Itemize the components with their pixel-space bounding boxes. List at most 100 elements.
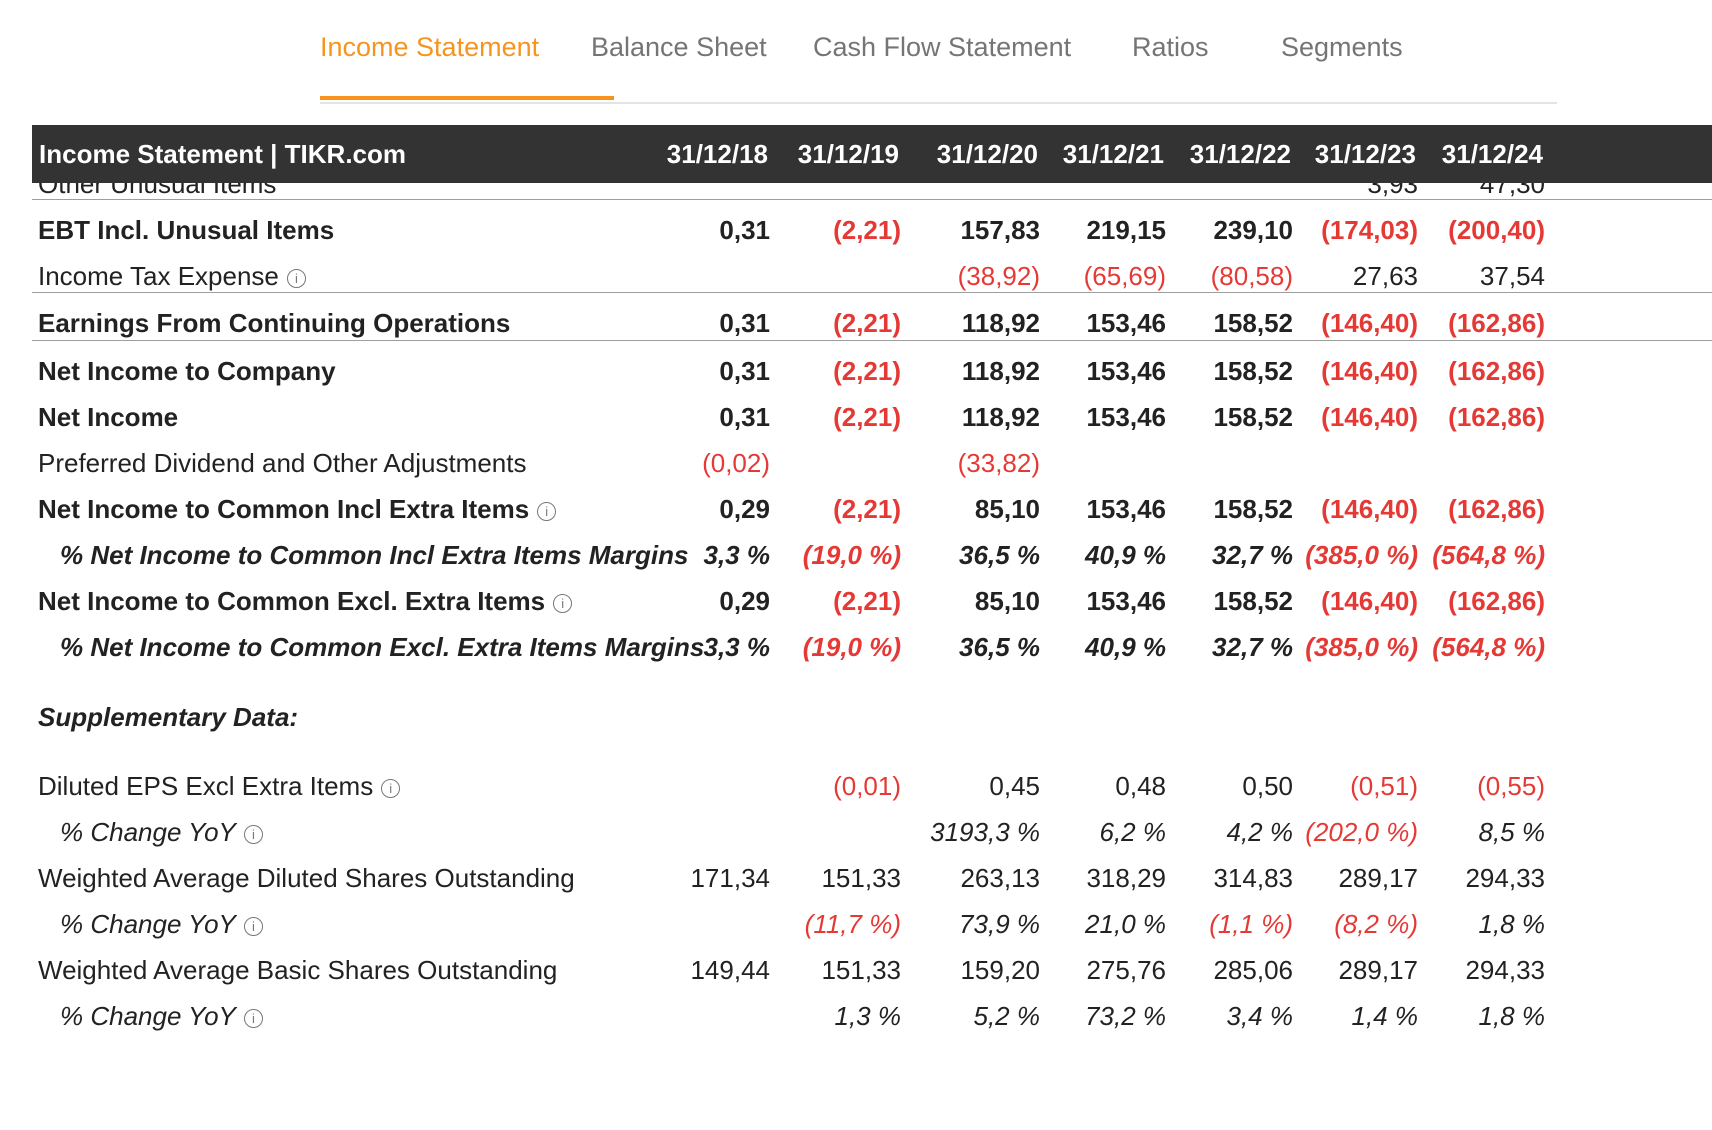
info-icon[interactable]: i bbox=[537, 502, 557, 521]
cell-value: (146,40) bbox=[1321, 356, 1418, 386]
row-label-text: Diluted EPS Excl Extra Items bbox=[38, 771, 374, 801]
table-row: % Change YoY i 1,3 % 5,2 % 73,2 % 3,4 % 1,4 % 1… bbox=[32, 993, 1712, 1039]
cell-value: 1,8 % bbox=[1478, 909, 1546, 939]
cell-value: (19,0 %) bbox=[802, 540, 901, 570]
cell-value: (2,21) bbox=[833, 356, 901, 386]
cell-value: 151,33 bbox=[821, 955, 901, 985]
cell-value: 73,9 % bbox=[959, 909, 1040, 939]
cell-value: (2,21) bbox=[833, 215, 901, 245]
cell-value: (33,82) bbox=[957, 448, 1040, 478]
row-label: % Change YoY i bbox=[60, 817, 263, 848]
cell-value: (0,01) bbox=[833, 771, 901, 801]
income-statement-table: Income Statement | TIKR.com 31/12/18 31/1… bbox=[32, 125, 1712, 1130]
row-label-text: Income Tax Expense bbox=[38, 261, 279, 291]
cell-value: (385,0 %) bbox=[1305, 632, 1418, 662]
cell-value: 289,17 bbox=[1338, 863, 1418, 893]
info-icon[interactable]: i bbox=[243, 1009, 263, 1028]
table-row: Net Income to Company 0,31 (2,21) 118,92 153… bbox=[32, 348, 1712, 394]
table-row: Weighted Average Diluted Shares Outstand… bbox=[32, 855, 1712, 901]
cell-value: (200,40) bbox=[1448, 215, 1545, 245]
cell-value: 85,10 bbox=[974, 494, 1040, 524]
cell-value: 0,31 bbox=[719, 308, 770, 338]
cell-value: 153,46 bbox=[1086, 494, 1166, 524]
cell-value: 118,92 bbox=[961, 402, 1040, 432]
row-label: Diluted EPS Excl Extra Items i bbox=[38, 771, 401, 802]
cell-value: (0,02) bbox=[702, 448, 770, 478]
table-row: Supplementary Data: bbox=[32, 694, 1712, 740]
row-divider bbox=[32, 292, 1712, 293]
table-row: Net Income 0,31 (2,21) 118,92 153,46 158,52 (1… bbox=[32, 394, 1712, 440]
row-label: % Change YoY i bbox=[60, 1001, 263, 1032]
cell-value: 0,45 bbox=[989, 771, 1040, 801]
cell-value: 0,48 bbox=[1115, 771, 1166, 801]
tab-balance-sheet[interactable]: Balance Sheet bbox=[591, 32, 767, 62]
table-row: Preferred Dividend and Other Adjustments… bbox=[32, 440, 1712, 486]
info-icon[interactable]: i bbox=[381, 779, 401, 798]
cell-value: (162,86) bbox=[1448, 308, 1545, 338]
info-icon[interactable]: i bbox=[243, 917, 263, 936]
tab-cash-flow-statement[interactable]: Cash Flow Statement bbox=[813, 32, 1072, 62]
cell-value: 153,46 bbox=[1086, 402, 1166, 432]
column-header-date[interactable]: 31/12/24 bbox=[1441, 139, 1543, 169]
cell-value: (162,86) bbox=[1448, 356, 1545, 386]
cell-value: (146,40) bbox=[1321, 586, 1418, 616]
cell-value: 149,44 bbox=[690, 955, 770, 985]
row-label-text: Net Income bbox=[38, 402, 179, 432]
row-label: Net Income to Common Excl. Extra Items i bbox=[38, 586, 573, 617]
cell-value: (8,2 %) bbox=[1334, 909, 1418, 939]
cell-value: 289,17 bbox=[1338, 955, 1418, 985]
cell-value: (174,03) bbox=[1321, 215, 1418, 245]
cell-value: 159,20 bbox=[960, 955, 1040, 985]
cell-value: 219,15 bbox=[1086, 215, 1166, 245]
row-label-text: % Net Income to Common Incl Extra Items … bbox=[60, 540, 689, 570]
tab-income-statement[interactable]: Income Statement bbox=[320, 32, 540, 62]
column-header-date[interactable]: 31/12/23 bbox=[1314, 139, 1416, 169]
cell-value: 0,31 bbox=[719, 356, 770, 386]
cell-value: (80,58) bbox=[1210, 261, 1293, 291]
row-label: Preferred Dividend and Other Adjustments bbox=[38, 448, 526, 479]
table-row: % Change YoY i 3193,3 % 6,2 % 4,2 % (202,0 %)… bbox=[32, 809, 1712, 855]
info-icon[interactable]: i bbox=[286, 269, 306, 288]
cell-value: 0,29 bbox=[719, 494, 770, 524]
row-label-text: Net Income to Common Incl Extra Items bbox=[38, 494, 530, 524]
row-label-text: Supplementary Data: bbox=[38, 702, 299, 732]
table-row: EBT Incl. Unusual Items 0,31 (2,21) 157,83 2… bbox=[32, 207, 1712, 253]
active-tab-underline bbox=[320, 96, 614, 100]
cell-value: 158,52 bbox=[1213, 308, 1293, 338]
cell-value: 263,13 bbox=[960, 863, 1040, 893]
table-row: % Net Income to Common Excl. Extra Items… bbox=[32, 624, 1712, 670]
row-label: % Change YoY i bbox=[60, 909, 263, 940]
table-row: Net Income to Common Incl Extra Items i 0,… bbox=[32, 486, 1712, 532]
cell-value: 153,46 bbox=[1086, 356, 1166, 386]
cell-value: 4,2 % bbox=[1226, 817, 1294, 847]
cell-value: (2,21) bbox=[833, 494, 901, 524]
cell-value: 40,9 % bbox=[1085, 540, 1166, 570]
cell-value: 285,06 bbox=[1213, 955, 1293, 985]
column-header-date[interactable]: 31/12/21 bbox=[1062, 139, 1164, 169]
column-header-date[interactable]: 31/12/22 bbox=[1189, 139, 1291, 169]
table-row: % Net Income to Common Incl Extra Items … bbox=[32, 532, 1712, 578]
tab-segments[interactable]: Segments bbox=[1281, 32, 1403, 62]
info-icon[interactable]: i bbox=[553, 594, 573, 613]
cell-value: 171,34 bbox=[690, 863, 770, 893]
cell-value: 0,31 bbox=[719, 215, 770, 245]
cell-value: 32,7 % bbox=[1212, 540, 1293, 570]
cell-value: 3,4 % bbox=[1226, 1001, 1294, 1031]
cell-value: 37,54 bbox=[1479, 261, 1545, 291]
row-divider bbox=[32, 340, 1712, 341]
cell-value: 3,3 % bbox=[703, 632, 771, 662]
row-label: Net Income bbox=[38, 402, 178, 433]
cell-value: 5,2 % bbox=[973, 1001, 1041, 1031]
tab-ratios[interactable]: Ratios bbox=[1132, 32, 1209, 62]
column-header-date[interactable]: 31/12/19 bbox=[797, 139, 899, 169]
table-header: Income Statement | TIKR.com 31/12/18 31/1… bbox=[32, 125, 1712, 183]
row-label-text: % Change YoY bbox=[60, 909, 236, 939]
row-label: Net Income to Common Incl Extra Items i bbox=[38, 494, 557, 525]
table-row: Income Tax Expense i (38,92) (65,69) (80,58)… bbox=[32, 253, 1712, 299]
cell-value: (0,51) bbox=[1350, 771, 1418, 801]
cell-value: 27,63 bbox=[1352, 261, 1418, 291]
row-label: % Net Income to Common Excl. Extra Items… bbox=[60, 632, 704, 663]
info-icon[interactable]: i bbox=[243, 825, 263, 844]
column-header-date[interactable]: 31/12/20 bbox=[936, 139, 1038, 169]
column-header-date[interactable]: 31/12/18 bbox=[666, 139, 768, 169]
